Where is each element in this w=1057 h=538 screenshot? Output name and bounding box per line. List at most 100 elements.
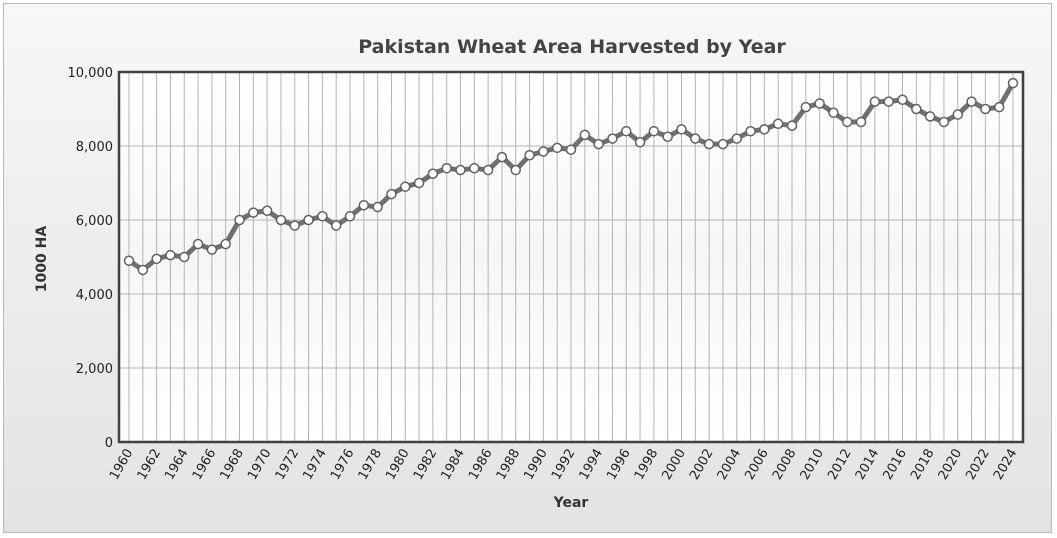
data-point[interactable] <box>717 138 729 150</box>
data-point[interactable] <box>993 101 1005 113</box>
data-point[interactable] <box>814 98 825 109</box>
x-tick-label: 1986 <box>466 447 496 483</box>
x-tick-label: 2004 <box>715 447 745 483</box>
x-tick-label: 2008 <box>770 447 800 483</box>
data-point[interactable] <box>234 214 245 226</box>
data-point[interactable] <box>206 244 218 255</box>
x-tick-label: 2022 <box>963 447 993 483</box>
data-point[interactable] <box>565 144 577 155</box>
data-point[interactable] <box>731 133 742 144</box>
x-tick-label: 1966 <box>190 447 220 483</box>
data-point[interactable] <box>883 96 894 107</box>
y-tick-label: 10,000 <box>68 66 114 81</box>
data-point[interactable] <box>261 205 273 216</box>
data-point[interactable] <box>607 133 618 144</box>
x-tick-label: 1990 <box>521 447 551 483</box>
data-point[interactable] <box>469 162 480 174</box>
data-point[interactable] <box>621 125 632 137</box>
data-point[interactable] <box>179 251 190 263</box>
data-point[interactable] <box>123 255 135 266</box>
data-point[interactable] <box>317 211 328 222</box>
data-point[interactable] <box>275 214 287 226</box>
x-tick-label: 1964 <box>162 447 192 483</box>
data-point[interactable] <box>869 96 881 107</box>
data-point[interactable] <box>980 103 991 115</box>
x-tick-label: 1988 <box>494 447 524 483</box>
x-tick-label: 1960 <box>107 447 137 483</box>
data-point[interactable] <box>510 164 521 176</box>
data-point[interactable] <box>579 129 591 141</box>
data-point[interactable] <box>137 264 149 276</box>
x-tick-label: 1974 <box>300 447 330 483</box>
data-point[interactable] <box>551 142 563 154</box>
data-point[interactable] <box>745 125 756 137</box>
data-point[interactable] <box>842 116 853 128</box>
x-tick-label: 1984 <box>438 447 468 483</box>
data-point[interactable] <box>482 164 494 176</box>
chart-frame: Pakistan Wheat Area Harvested by Year 10… <box>3 3 1052 533</box>
data-point[interactable] <box>786 120 798 131</box>
data-point[interactable] <box>400 181 411 192</box>
data-point[interactable] <box>372 201 383 213</box>
x-tick-label: 2024 <box>991 447 1021 483</box>
y-tick-label: 8,000 <box>76 140 113 155</box>
data-point[interactable] <box>248 207 259 218</box>
x-tick-label: 1978 <box>356 447 386 483</box>
y-axis-title: 1000 HA <box>34 226 50 293</box>
data-point[interactable] <box>413 177 425 189</box>
x-tick-label: 1962 <box>135 447 165 483</box>
x-tick-label: 2016 <box>880 447 910 483</box>
data-point[interactable] <box>911 103 922 115</box>
chart-title: Pakistan Wheat Area Harvested by Year <box>358 36 786 58</box>
data-point[interactable] <box>855 116 867 128</box>
data-point[interactable] <box>1007 77 1019 89</box>
data-point[interactable] <box>386 188 397 200</box>
data-point[interactable] <box>344 211 356 222</box>
data-point[interactable] <box>358 199 370 211</box>
data-point[interactable] <box>924 111 936 122</box>
data-point[interactable] <box>593 138 604 150</box>
data-point[interactable] <box>289 220 300 231</box>
data-point[interactable] <box>524 150 535 161</box>
x-tick-label: 1976 <box>328 447 358 483</box>
x-tick-label: 1996 <box>604 447 634 483</box>
data-point[interactable] <box>938 116 950 128</box>
data-point[interactable] <box>897 94 908 105</box>
data-point[interactable] <box>441 162 452 174</box>
data-point[interactable] <box>496 151 508 163</box>
data-point[interactable] <box>966 96 977 107</box>
x-tick-label: 1992 <box>549 447 579 483</box>
x-tick-label: 2006 <box>742 447 772 483</box>
x-tick-label: 2010 <box>798 447 828 483</box>
x-tick-label: 2002 <box>687 447 717 483</box>
data-point[interactable] <box>800 101 812 113</box>
x-axis-title: Year <box>553 495 589 511</box>
y-tick-label: 6,000 <box>76 214 113 229</box>
data-point[interactable] <box>303 214 314 226</box>
data-point[interactable] <box>690 133 701 144</box>
x-tick-label: 2012 <box>825 447 855 483</box>
data-point[interactable] <box>952 109 963 120</box>
data-point[interactable] <box>220 238 231 250</box>
data-point[interactable] <box>634 137 646 148</box>
data-point[interactable] <box>828 107 839 118</box>
data-point[interactable] <box>151 253 162 265</box>
data-point[interactable] <box>192 238 204 250</box>
data-point[interactable] <box>759 124 770 135</box>
data-point[interactable] <box>538 146 549 157</box>
data-point[interactable] <box>648 125 660 137</box>
data-point[interactable] <box>772 118 784 130</box>
x-tick-label: 1994 <box>577 447 607 483</box>
data-point[interactable] <box>703 138 715 150</box>
data-point[interactable] <box>676 124 687 135</box>
data-point[interactable] <box>427 168 439 179</box>
x-tick-label: 1980 <box>383 447 413 483</box>
x-tick-label: 2000 <box>659 447 689 483</box>
data-point[interactable] <box>455 164 466 176</box>
data-point[interactable] <box>165 249 176 261</box>
x-tick-label: 1968 <box>217 447 247 483</box>
data-point[interactable] <box>330 220 342 231</box>
x-tick-label: 2020 <box>936 447 966 483</box>
y-tick-label: 4,000 <box>76 288 113 303</box>
data-point[interactable] <box>662 131 673 142</box>
